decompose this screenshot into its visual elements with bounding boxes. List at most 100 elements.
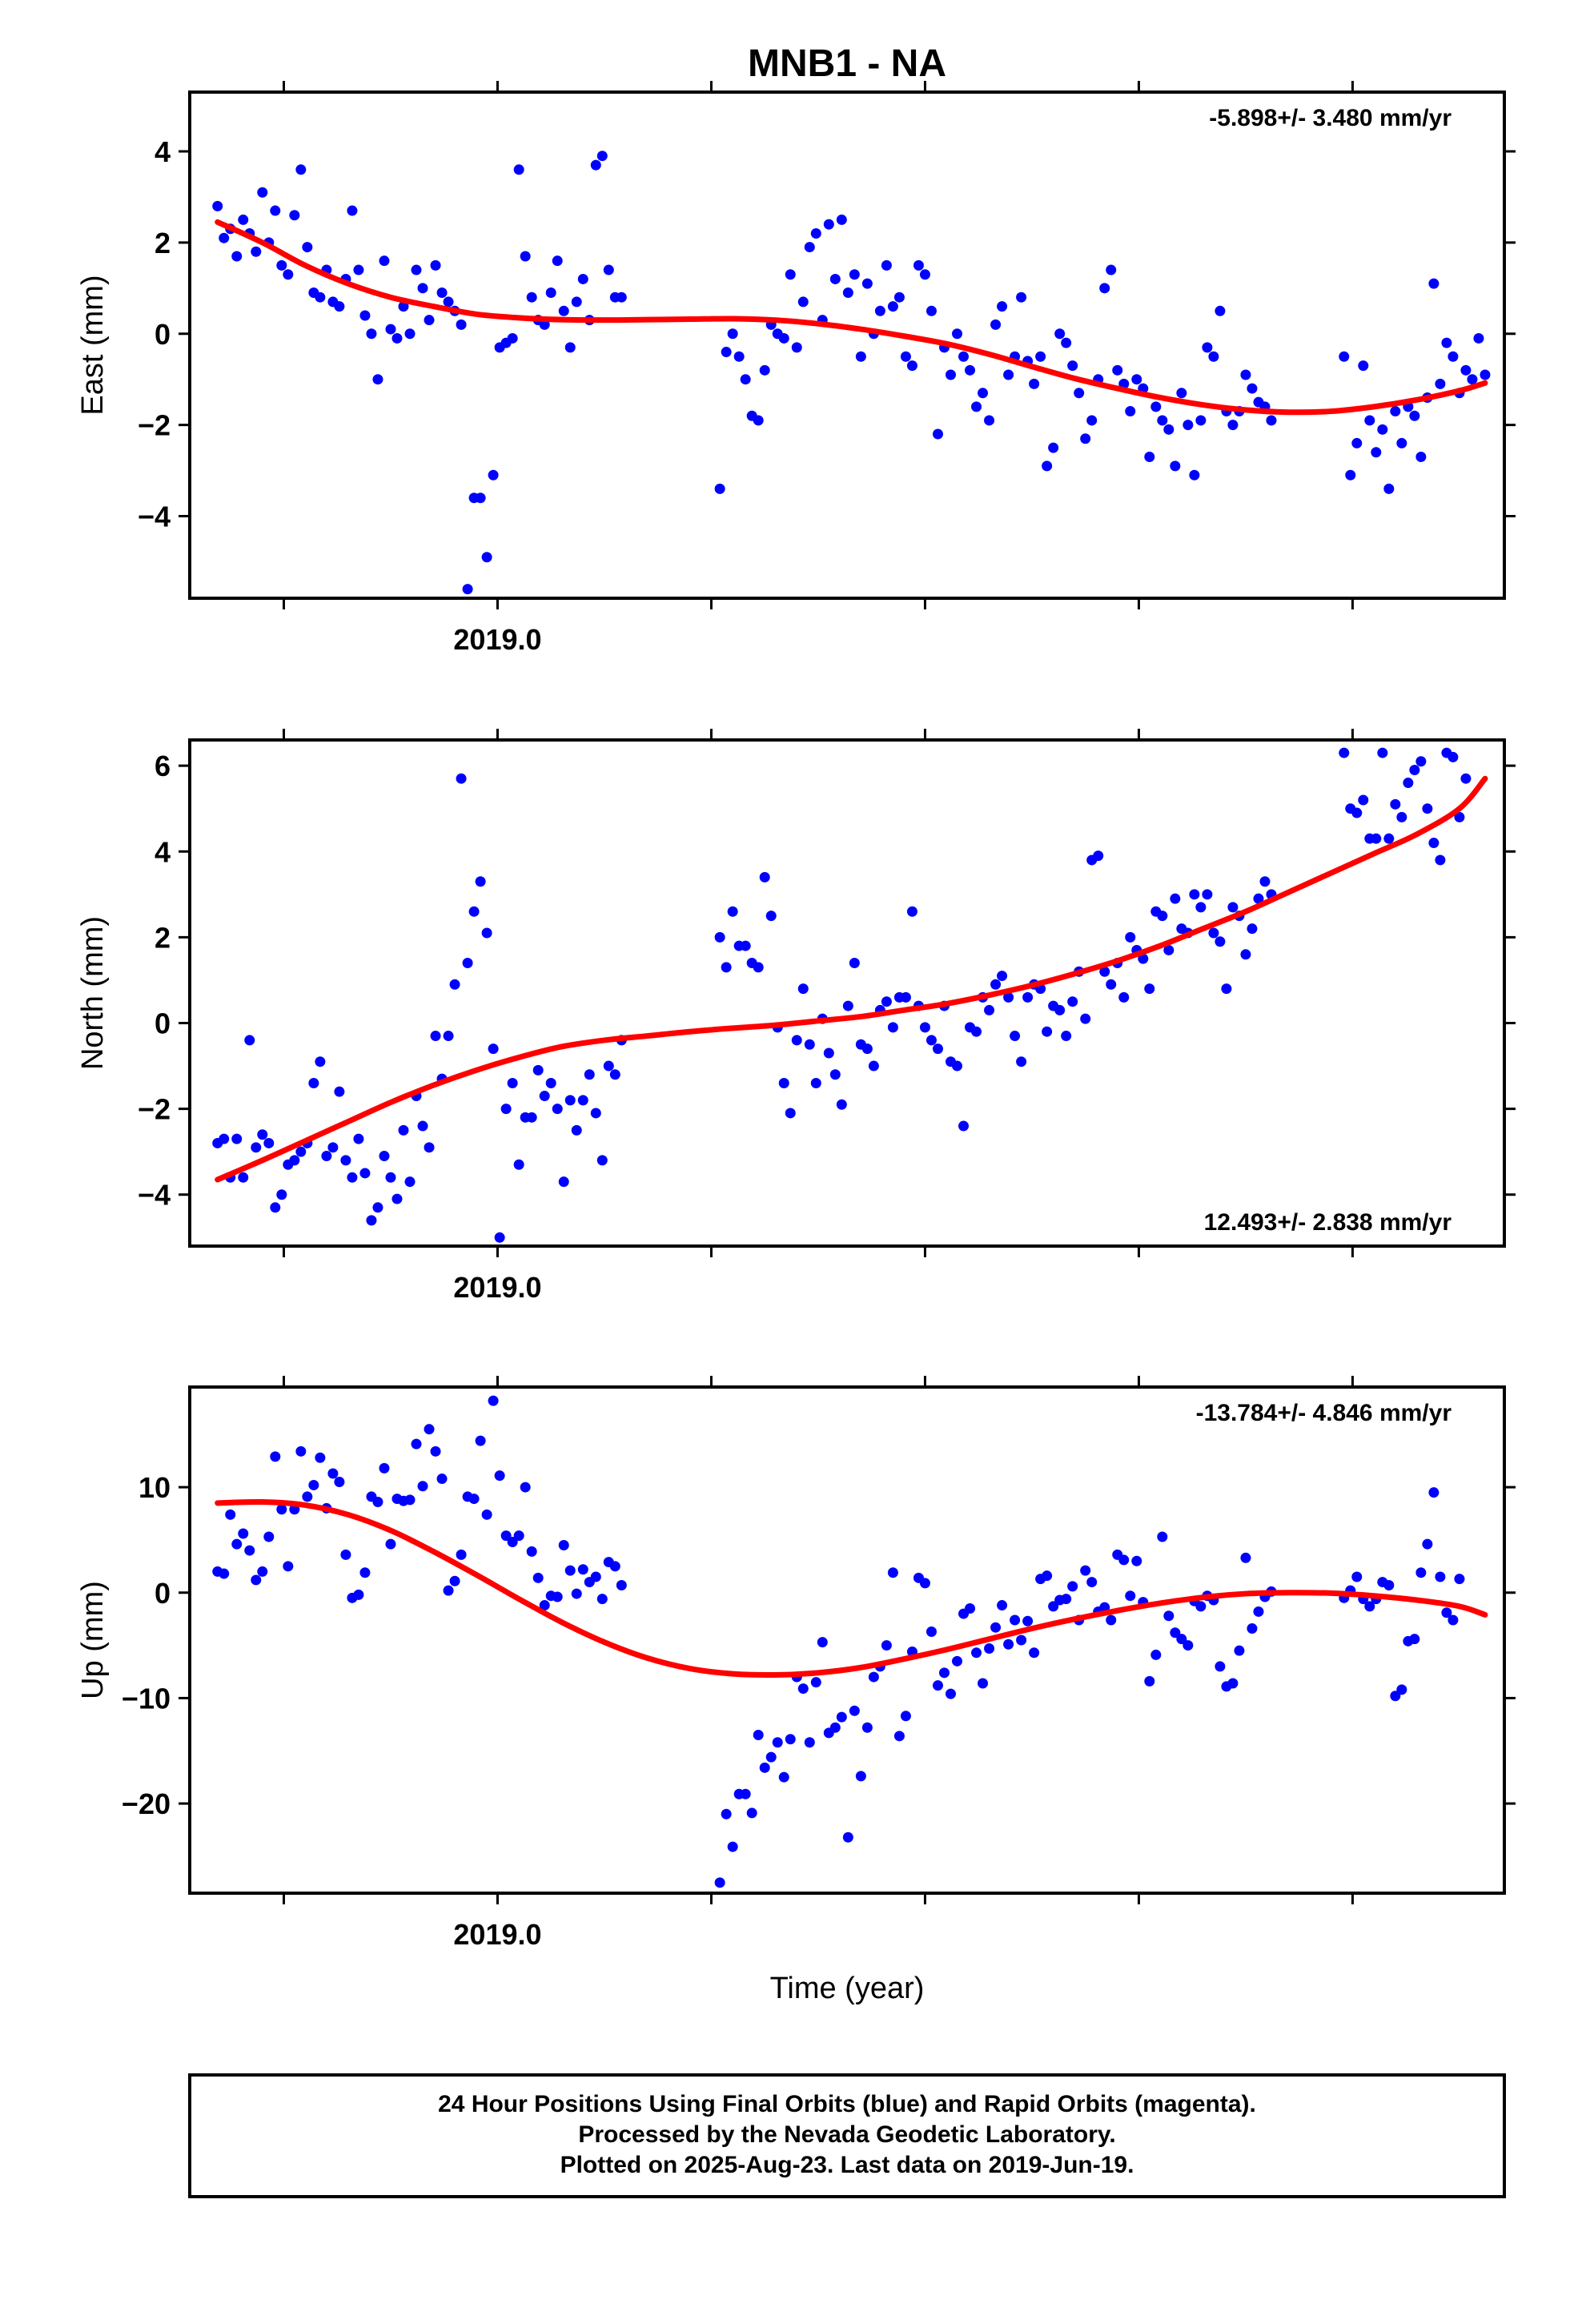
data-point: [1157, 911, 1168, 922]
data-point: [225, 1509, 236, 1520]
data-point: [1428, 838, 1439, 849]
data-point: [978, 1678, 989, 1689]
data-point: [721, 347, 732, 358]
data-point: [1339, 747, 1350, 758]
y-tick-label: 4: [155, 135, 171, 168]
data-point: [817, 1637, 828, 1648]
data-point: [765, 911, 777, 922]
data-point: [971, 1026, 982, 1037]
data-point: [855, 351, 866, 362]
data-point: [558, 305, 569, 316]
data-point: [1099, 283, 1110, 294]
fit-curve: [215, 1498, 1488, 1679]
data-point: [379, 1151, 390, 1162]
data-point: [1144, 1675, 1155, 1687]
data-point: [1016, 292, 1027, 303]
data-point: [714, 1877, 725, 1888]
data-point: [1176, 1634, 1187, 1645]
data-point: [251, 1574, 262, 1586]
data-point: [1221, 983, 1232, 995]
data-point: [596, 151, 608, 162]
data-point: [571, 1124, 582, 1136]
data-point: [1247, 923, 1258, 935]
data-point: [359, 1168, 371, 1179]
data-point: [1202, 342, 1213, 353]
data-point: [1435, 854, 1446, 866]
data-point: [1247, 1623, 1258, 1634]
x-tick-label: 2019.0: [453, 623, 541, 656]
y-tick-label: −4: [138, 1179, 171, 1212]
data-point: [564, 342, 576, 353]
data-point: [1106, 979, 1117, 990]
data-point: [990, 319, 1002, 330]
data-point: [520, 1482, 531, 1493]
data-point: [609, 1561, 620, 1572]
data-point: [494, 1232, 505, 1243]
data-point: [251, 246, 262, 257]
data-point: [1170, 460, 1181, 472]
data-point: [1150, 401, 1162, 412]
data-point: [488, 1043, 499, 1055]
data-point: [997, 1600, 1008, 1611]
data-point: [765, 1751, 777, 1763]
data-point: [424, 1424, 435, 1435]
data-point: [347, 205, 358, 216]
data-point: [1253, 1606, 1264, 1617]
data-point: [965, 1603, 976, 1614]
data-point: [398, 301, 409, 312]
data-point: [772, 1737, 783, 1748]
data-point: [302, 242, 313, 253]
data-point: [443, 1031, 454, 1042]
data-point: [785, 1734, 796, 1745]
data-point: [1099, 966, 1110, 977]
data-point: [1022, 991, 1034, 1003]
data-point: [219, 1133, 230, 1144]
data-point: [849, 269, 860, 280]
data-point: [1080, 1565, 1091, 1576]
data-point: [443, 1585, 454, 1596]
data-point: [244, 1545, 255, 1556]
data-point: [1144, 983, 1155, 995]
data-point: [1080, 433, 1091, 444]
data-point: [829, 1069, 841, 1080]
data-point: [868, 1671, 879, 1683]
data-point: [1351, 437, 1363, 448]
y-tick-label: 0: [155, 318, 171, 351]
data-point: [1163, 424, 1174, 435]
data-point: [797, 296, 809, 308]
data-point: [727, 328, 738, 340]
data-point: [1067, 996, 1078, 1007]
rate-label: 12.493+/- 2.838 mm/yr: [1204, 1209, 1452, 1236]
data-point: [881, 1640, 892, 1651]
data-point: [430, 1445, 441, 1457]
data-point: [906, 360, 917, 372]
data-point: [1240, 949, 1251, 960]
data-point: [1061, 337, 1072, 348]
data-point: [842, 1831, 853, 1843]
data-point: [494, 1470, 505, 1482]
data-point: [1473, 332, 1484, 344]
data-point: [861, 1043, 873, 1055]
data-point: [1396, 437, 1407, 448]
data-point: [1086, 415, 1098, 426]
data-point: [1460, 0, 1471, 6]
data-point: [1339, 351, 1350, 362]
data-layer: [212, 747, 1488, 1243]
data-point: [1415, 756, 1427, 767]
data-point: [283, 269, 294, 280]
data-point: [1396, 1684, 1407, 1695]
data-point: [997, 301, 1008, 312]
data-point: [1182, 420, 1194, 431]
data-point: [1454, 1574, 1465, 1585]
data-point: [1106, 264, 1117, 275]
data-point: [952, 1655, 963, 1667]
data-point: [785, 1108, 796, 1119]
data-point: [302, 1491, 313, 1502]
data-point: [1195, 1601, 1207, 1612]
data-point: [475, 1435, 486, 1446]
data-point: [1390, 1691, 1401, 1702]
data-point: [577, 273, 588, 284]
data-point: [263, 1137, 275, 1148]
y-tick-label: −2: [138, 1093, 171, 1126]
